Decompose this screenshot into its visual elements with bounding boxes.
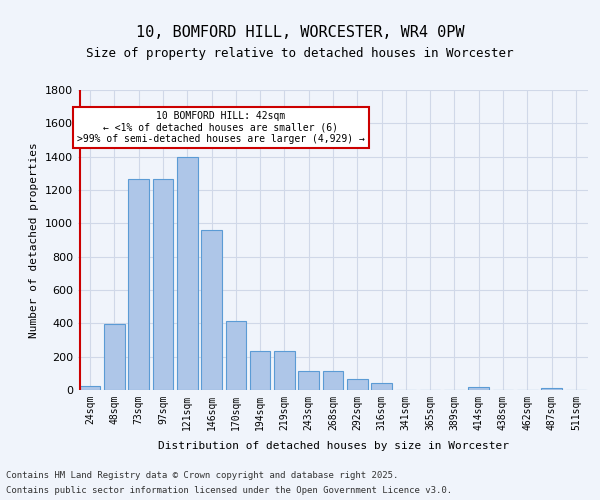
Text: Size of property relative to detached houses in Worcester: Size of property relative to detached ho… <box>86 48 514 60</box>
Bar <box>250 351 271 390</box>
Bar <box>371 383 392 390</box>
Bar <box>347 379 368 390</box>
Bar <box>128 179 149 390</box>
Text: Contains public sector information licensed under the Open Government Licence v3: Contains public sector information licen… <box>6 486 452 495</box>
Bar <box>541 388 562 390</box>
Bar <box>226 321 246 390</box>
Text: Contains HM Land Registry data © Crown copyright and database right 2025.: Contains HM Land Registry data © Crown c… <box>6 471 398 480</box>
Bar <box>298 371 319 390</box>
Text: 10, BOMFORD HILL, WORCESTER, WR4 0PW: 10, BOMFORD HILL, WORCESTER, WR4 0PW <box>136 25 464 40</box>
Text: 10 BOMFORD HILL: 42sqm
← <1% of detached houses are smaller (6)
>99% of semi-det: 10 BOMFORD HILL: 42sqm ← <1% of detached… <box>77 111 365 144</box>
Bar <box>469 386 489 390</box>
Bar <box>274 351 295 390</box>
X-axis label: Distribution of detached houses by size in Worcester: Distribution of detached houses by size … <box>157 441 509 451</box>
Bar <box>201 230 222 390</box>
Bar <box>323 371 343 390</box>
Y-axis label: Number of detached properties: Number of detached properties <box>29 142 40 338</box>
Bar <box>104 324 125 390</box>
Bar <box>177 156 197 390</box>
Bar <box>152 179 173 390</box>
Bar <box>80 386 100 390</box>
